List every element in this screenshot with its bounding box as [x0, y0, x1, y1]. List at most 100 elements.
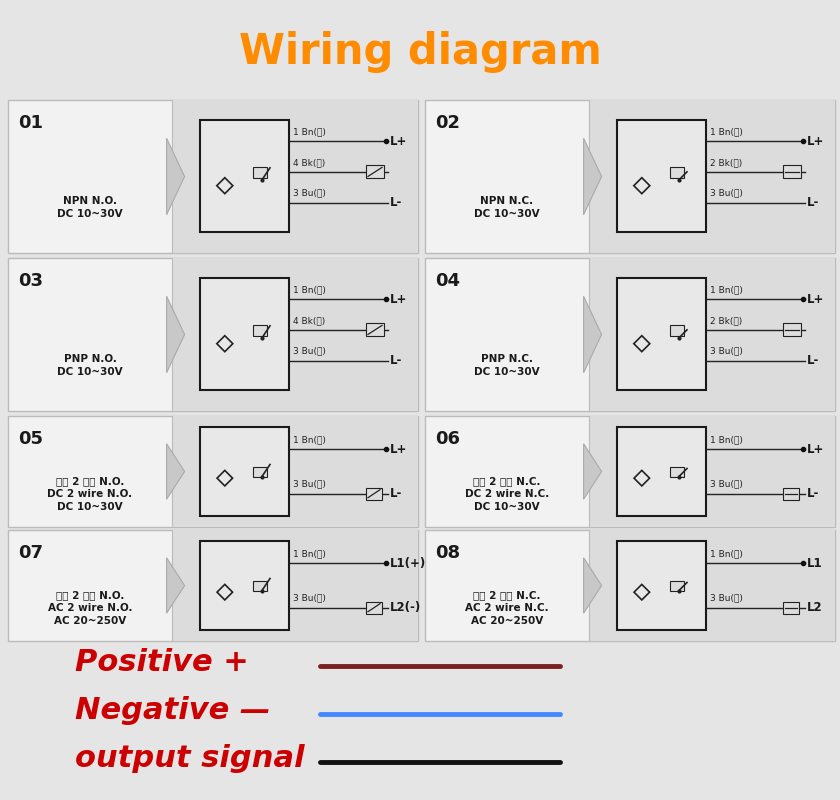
Text: DC 2 wire N.C.: DC 2 wire N.C.	[465, 489, 549, 498]
Text: output signal: output signal	[75, 744, 305, 773]
Bar	[670, 581, 684, 590]
Text: 直流 2 线式 N.C.: 直流 2 线式 N.C.	[473, 476, 541, 486]
Text: 交流 2 线式 N.C.: 交流 2 线式 N.C.	[473, 590, 541, 600]
Bar	[589, 258, 835, 411]
Bar	[8, 530, 418, 641]
Text: NPN N.C.: NPN N.C.	[480, 196, 533, 206]
Bar	[172, 530, 418, 641]
Text: DC 10~30V: DC 10~30V	[57, 502, 123, 512]
Bar	[200, 427, 289, 516]
Bar	[425, 530, 835, 641]
Text: 02: 02	[435, 114, 460, 132]
Text: PNP N.O.: PNP N.O.	[64, 354, 117, 363]
Text: 1 Bn(棕): 1 Bn(棕)	[710, 550, 743, 558]
Bar	[617, 541, 706, 630]
Text: 3 Bu(蓝): 3 Bu(蓝)	[710, 480, 743, 489]
Text: 4 Bk(黑): 4 Bk(黑)	[292, 158, 325, 167]
Polygon shape	[166, 296, 185, 373]
Polygon shape	[584, 444, 601, 499]
Text: PNP N.C.: PNP N.C.	[481, 354, 533, 363]
Text: DC 10~30V: DC 10~30V	[475, 502, 540, 512]
Text: Negative —: Negative —	[75, 696, 270, 725]
Text: L+: L+	[390, 135, 407, 148]
Text: 1 Bn(棕): 1 Bn(棕)	[710, 435, 743, 444]
Bar	[425, 416, 835, 527]
Text: L1(+): L1(+)	[390, 557, 426, 570]
Bar	[589, 530, 835, 641]
Text: 06: 06	[435, 430, 460, 448]
Text: Wiring diagram: Wiring diagram	[239, 31, 601, 73]
Text: AC 20~250V: AC 20~250V	[54, 616, 126, 626]
Bar	[589, 416, 835, 527]
Bar	[200, 278, 289, 390]
Text: 1 Bn(棕): 1 Bn(棕)	[292, 550, 325, 558]
Bar	[670, 326, 684, 337]
Bar	[617, 120, 706, 231]
Text: DC 10~30V: DC 10~30V	[475, 366, 540, 377]
Text: NPN N.O.: NPN N.O.	[63, 196, 117, 206]
Bar	[670, 466, 684, 477]
Bar	[589, 100, 835, 253]
Text: 2 Bk(黑): 2 Bk(黑)	[710, 158, 742, 167]
Bar	[366, 602, 382, 614]
Text: 08: 08	[435, 544, 460, 562]
Text: 04: 04	[435, 272, 460, 290]
Text: L+: L+	[807, 443, 824, 456]
Text: Positive +: Positive +	[75, 648, 249, 677]
Text: 1 Bn(棕): 1 Bn(棕)	[710, 127, 743, 136]
Text: AC 20~250V: AC 20~250V	[471, 616, 543, 626]
Text: L+: L+	[807, 293, 824, 306]
Text: 直流 2 线式 N.O.: 直流 2 线式 N.O.	[55, 476, 124, 486]
Text: 1 Bn(棕): 1 Bn(棕)	[292, 435, 325, 444]
Bar	[253, 326, 267, 337]
Bar	[253, 581, 267, 590]
Text: 1 Bn(棕): 1 Bn(棕)	[292, 127, 325, 136]
Text: DC 10~30V: DC 10~30V	[57, 366, 123, 377]
Text: L-: L-	[390, 354, 402, 367]
Bar	[783, 488, 799, 500]
Text: DC 10~30V: DC 10~30V	[57, 209, 123, 218]
Polygon shape	[166, 558, 185, 614]
Text: L2(-): L2(-)	[390, 602, 421, 614]
Text: L-: L-	[390, 196, 402, 209]
Text: 2 Bk(黑): 2 Bk(黑)	[710, 316, 742, 325]
Text: L-: L-	[807, 196, 819, 209]
Bar	[200, 120, 289, 231]
Text: L-: L-	[807, 487, 819, 500]
Text: 1 Bn(棕): 1 Bn(棕)	[710, 286, 743, 294]
Bar	[783, 323, 801, 337]
Text: DC 10~30V: DC 10~30V	[475, 209, 540, 218]
Text: L2: L2	[807, 602, 822, 614]
Bar	[8, 258, 418, 411]
Bar	[172, 258, 418, 411]
Text: 05: 05	[18, 430, 43, 448]
Text: L1: L1	[807, 557, 822, 570]
Text: L+: L+	[807, 135, 824, 148]
Polygon shape	[166, 138, 185, 214]
Text: 1 Bn(棕): 1 Bn(棕)	[292, 286, 325, 294]
Text: 3 Bu(蓝): 3 Bu(蓝)	[710, 346, 743, 355]
Text: L-: L-	[807, 354, 819, 367]
Text: 4 Bk(黑): 4 Bk(黑)	[292, 316, 325, 325]
Bar	[425, 100, 835, 253]
Polygon shape	[584, 558, 601, 614]
Bar	[8, 100, 418, 253]
Bar	[783, 602, 799, 614]
Polygon shape	[166, 444, 185, 499]
Text: 07: 07	[18, 544, 43, 562]
Bar	[425, 258, 835, 411]
Text: L+: L+	[390, 443, 407, 456]
Text: 03: 03	[18, 272, 43, 290]
Bar	[617, 278, 706, 390]
Bar	[253, 167, 267, 178]
Polygon shape	[584, 296, 601, 373]
Bar	[200, 541, 289, 630]
Polygon shape	[584, 138, 601, 214]
Text: AC 2 wire N.O.: AC 2 wire N.O.	[48, 602, 132, 613]
Text: DC 2 wire N.O.: DC 2 wire N.O.	[47, 489, 133, 498]
Text: AC 2 wire N.C.: AC 2 wire N.C.	[465, 602, 549, 613]
Text: 01: 01	[18, 114, 43, 132]
Bar	[366, 488, 382, 500]
Text: 3 Bu(蓝): 3 Bu(蓝)	[292, 189, 325, 198]
Bar	[783, 166, 801, 178]
